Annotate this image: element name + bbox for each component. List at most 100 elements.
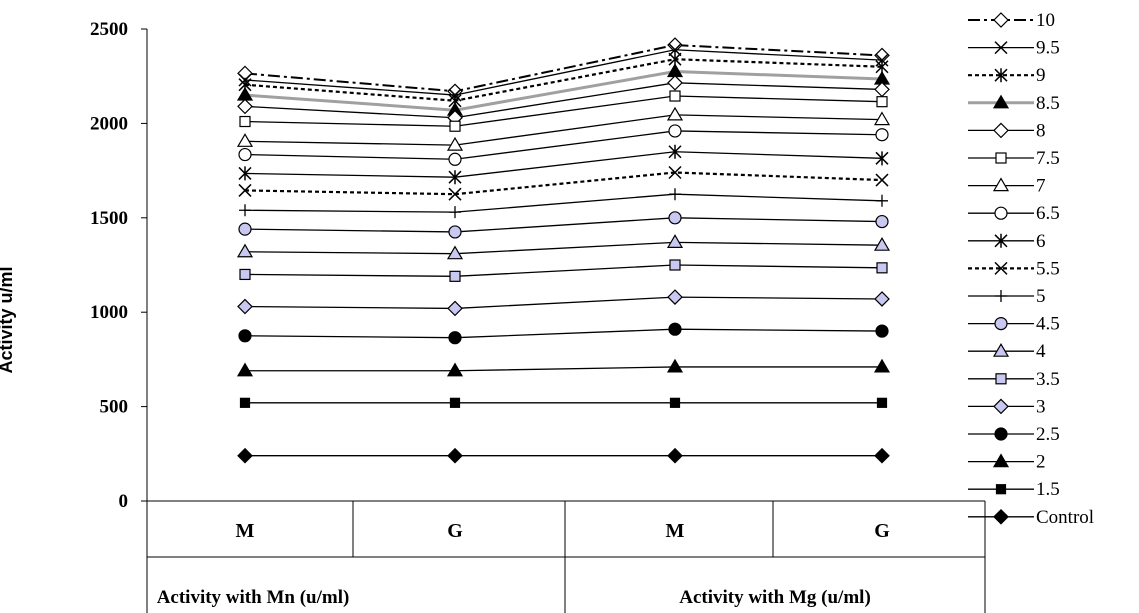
- data-point: [449, 206, 461, 219]
- legend-label: 6.5: [1036, 203, 1060, 224]
- y-tick-label: 0: [119, 491, 129, 512]
- legend: 10 9.5 9 8.5 8 7.5 7 6.5 6 5.5 5 4.5 4 3.5 3 2.5 2 1.5 Con…: [968, 10, 1094, 528]
- data-point: [238, 166, 252, 181]
- x-category-label: G: [447, 520, 463, 542]
- data-point: [669, 90, 681, 102]
- data-point: [874, 447, 890, 464]
- data-point: [239, 268, 251, 281]
- data-point: [446, 362, 464, 377]
- series-line: [244, 82, 883, 119]
- series-line: [244, 130, 883, 160]
- data-point: [875, 173, 889, 187]
- y-tick-label: 1000: [90, 302, 128, 323]
- data-point: [873, 236, 891, 251]
- data-point: [237, 98, 253, 115]
- series-6-5: [238, 124, 889, 166]
- legend-entry: 2: [968, 452, 1046, 473]
- data-point: [876, 194, 888, 207]
- legend-label: 5: [1036, 286, 1046, 307]
- data-point: [448, 187, 462, 201]
- legend-entry: 3: [968, 396, 1046, 417]
- legend-entry: 10: [968, 10, 1055, 31]
- data-point: [449, 270, 461, 282]
- series-line: [244, 114, 883, 146]
- series-line: [244, 151, 883, 178]
- legend-entry: 9.5: [968, 38, 1060, 59]
- data-point: [239, 115, 251, 128]
- series-4: [236, 234, 891, 260]
- series-9: [238, 52, 889, 108]
- series-line: [244, 217, 883, 233]
- legend-marker: [993, 12, 1009, 28]
- series-6: [238, 144, 889, 185]
- legend-entry: Control: [968, 507, 1094, 528]
- series-line: [244, 264, 883, 277]
- data-point: [239, 397, 251, 408]
- legend-marker: [994, 68, 1008, 83]
- series-7-5: [239, 90, 888, 132]
- series-line: [244, 328, 883, 339]
- data-point: [873, 111, 891, 126]
- legend-marker: [992, 453, 1010, 468]
- data-point: [236, 362, 254, 377]
- legend-label: 8.5: [1036, 93, 1060, 114]
- legend-entry: 7.5: [968, 148, 1060, 169]
- data-series: [236, 37, 891, 464]
- y-axis-label: Activity u/ml: [0, 266, 16, 373]
- data-point: [239, 204, 251, 217]
- data-point: [238, 222, 252, 236]
- series-5-5: [238, 165, 889, 201]
- data-point: [668, 43, 682, 57]
- legend-marker: [995, 152, 1007, 164]
- series-control: [237, 447, 890, 464]
- legend-marker: [995, 373, 1007, 385]
- series-3-5: [239, 259, 888, 282]
- legend-entry: 5.5: [968, 258, 1060, 279]
- legend-marker: [995, 484, 1007, 495]
- data-point: [669, 259, 681, 271]
- series-line: [244, 69, 883, 112]
- data-point: [667, 74, 683, 91]
- legend-marker: [993, 398, 1009, 415]
- legend-marker: [994, 427, 1008, 441]
- x-group-label: Activity with Mn (u/ml): [157, 587, 350, 608]
- data-point: [875, 151, 889, 166]
- legend-marker: [994, 41, 1008, 55]
- legend-entry: 6.5: [968, 203, 1060, 224]
- legend-marker: [994, 206, 1008, 220]
- series-2-5: [238, 322, 889, 345]
- data-point: [447, 300, 463, 317]
- data-point: [447, 447, 463, 464]
- data-point: [236, 243, 254, 258]
- data-point: [448, 331, 462, 345]
- legend-marker: [992, 177, 1010, 192]
- y-tick-label: 2000: [90, 113, 128, 134]
- series-line: [244, 49, 883, 96]
- legend-label: 7: [1036, 176, 1046, 197]
- legend-entry: 3.5: [968, 369, 1060, 390]
- legend-label: 2.5: [1036, 424, 1060, 445]
- data-point: [237, 447, 253, 464]
- series-line: [244, 95, 883, 127]
- data-point: [666, 106, 684, 121]
- legend-marker: [993, 122, 1009, 139]
- data-point: [238, 183, 252, 197]
- data-point: [448, 225, 462, 239]
- data-point: [873, 358, 891, 373]
- data-point: [666, 234, 684, 248]
- data-point: [449, 120, 461, 132]
- legend-marker: [994, 233, 1008, 248]
- legend-label: 1.5: [1036, 479, 1060, 500]
- chart-axes: [146, 29, 986, 613]
- data-point: [668, 165, 682, 180]
- legend-label: 4: [1036, 341, 1046, 362]
- series-line: [244, 193, 883, 213]
- legend-entry: 9: [968, 65, 1046, 86]
- data-point: [876, 262, 888, 274]
- legend-label: 8: [1036, 120, 1046, 141]
- series-4-5: [238, 211, 889, 239]
- data-point: [669, 397, 681, 408]
- series-line: [244, 58, 883, 102]
- legend-label: 2: [1036, 452, 1046, 473]
- series-2: [236, 358, 891, 377]
